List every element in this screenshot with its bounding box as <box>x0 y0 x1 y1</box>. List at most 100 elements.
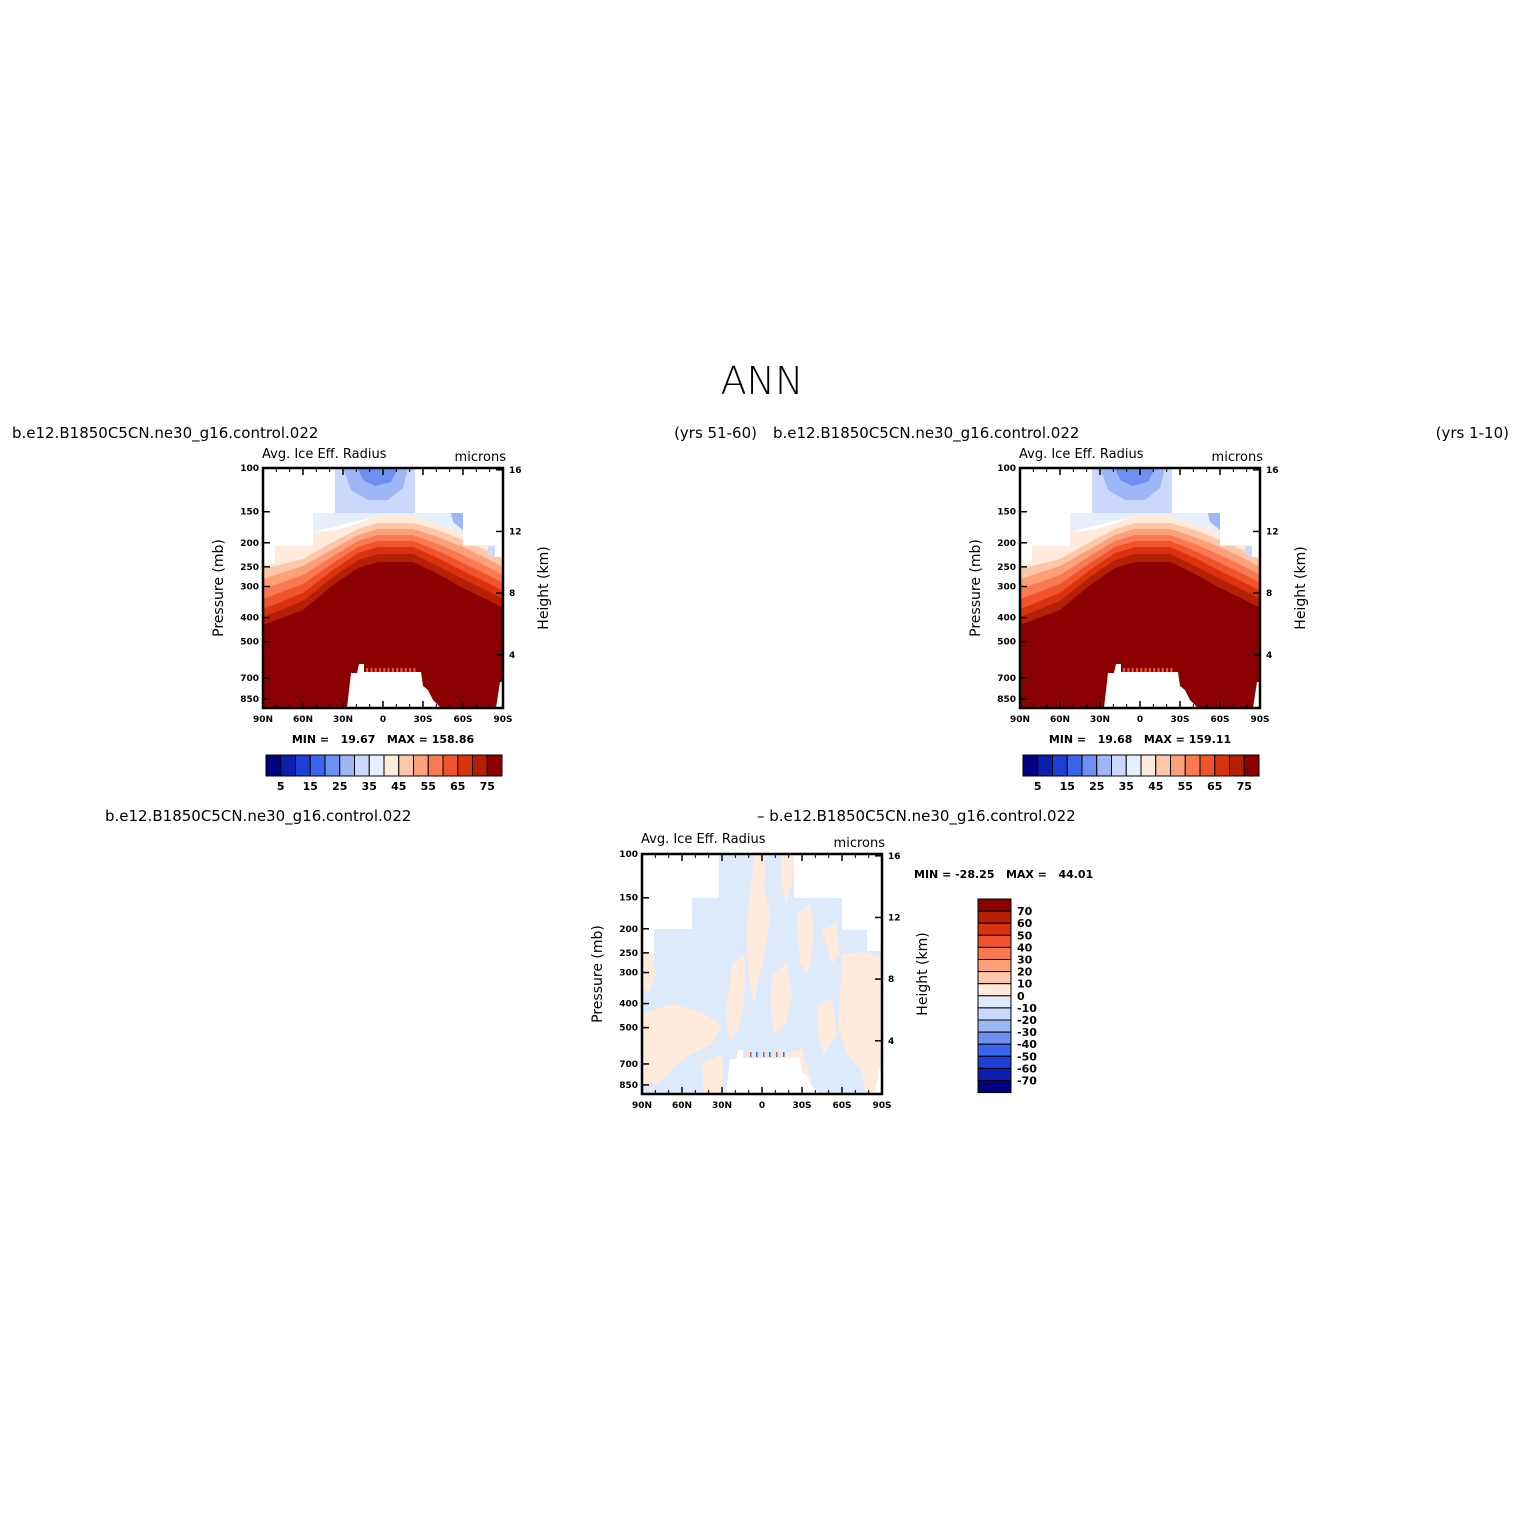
colorbar-cell <box>1170 754 1186 777</box>
colorbar-label: 75 <box>1237 780 1252 793</box>
y-right-tick-label: 8 <box>509 589 515 599</box>
colorbar-label: 20 <box>1017 966 1033 979</box>
colorbar-label: 25 <box>1089 780 1104 793</box>
contour-speck <box>378 668 382 672</box>
x-tick-label: 90N <box>253 715 273 725</box>
contour-speck <box>1123 668 1126 672</box>
colorbar-cell <box>977 1019 1012 1033</box>
contour-band <box>642 1004 722 1086</box>
x-tick-label: 90N <box>1010 715 1030 725</box>
y-right-axis-label: Height (km) <box>915 932 931 1015</box>
contour-band <box>1020 560 1260 708</box>
y-right-axis-label: Height (km) <box>536 546 552 629</box>
y-tick-label: 150 <box>240 508 259 518</box>
y-tick-label: 400 <box>997 614 1016 624</box>
contour-band <box>1115 468 1155 486</box>
units-label: microns <box>455 450 507 465</box>
contour-speck <box>1153 668 1156 672</box>
contour-band <box>782 854 794 904</box>
min-max-label: MIN = 19.68 MAX = 159.11 <box>1049 733 1231 746</box>
colorbar-cell <box>977 910 1012 924</box>
units-label: microns <box>1212 450 1264 465</box>
contour-band <box>1020 553 1260 625</box>
y-tick-label: 700 <box>240 674 259 684</box>
colorbar-cell <box>383 754 400 777</box>
x-tick-label: 60N <box>293 715 313 725</box>
topography-mask <box>726 1050 820 1094</box>
y-right-tick-label: 16 <box>509 466 522 476</box>
colorbar-label: 10 <box>1017 978 1033 991</box>
colorbar-cell <box>1214 754 1230 777</box>
missing-data <box>1020 468 1092 513</box>
panel-difference: b.e12.B1850C5CN.ne30_g16.control.022 – b… <box>105 807 1093 1111</box>
missing-data <box>463 513 503 545</box>
min-max-label: MIN = -28.25 MAX = 44.01 <box>914 868 1093 881</box>
contour-speck <box>413 668 416 672</box>
case-name: b.e12.B1850C5CN.ne30_g16.control.022 <box>12 424 318 443</box>
y-right-tick-label: 8 <box>1266 589 1272 599</box>
colorbar-label: 15 <box>1060 780 1075 793</box>
case-name-right: – b.e12.B1850C5CN.ne30_g16.control.022 <box>757 807 1076 826</box>
missing-data <box>1220 513 1260 545</box>
colorbar-cell <box>265 754 282 777</box>
missing-data <box>1172 468 1260 513</box>
colorbar-cell <box>1140 754 1157 777</box>
contour-speck <box>1161 668 1164 672</box>
x-tick-label: 60S <box>453 715 472 725</box>
missing-data <box>263 513 275 564</box>
contour-speck <box>383 668 386 672</box>
min-max-label: MIN = 19.67 MAX = 158.86 <box>292 733 475 746</box>
contour-band <box>797 904 814 974</box>
colorbar-cell <box>427 754 444 777</box>
contour-band <box>1245 546 1252 558</box>
x-tick-label: 30N <box>333 715 353 725</box>
y-tick-label: 850 <box>997 695 1016 705</box>
y-right-tick-label: 4 <box>888 1037 894 1047</box>
x-tick-label: 30S <box>1170 715 1189 725</box>
colorbar-cell <box>1184 754 1201 777</box>
y-tick-label: 500 <box>619 1024 638 1034</box>
y-tick-label: 100 <box>240 464 259 474</box>
contour-speck <box>1157 668 1160 672</box>
contour-speck <box>391 668 394 672</box>
colorbar-cell <box>977 1043 1012 1057</box>
colorbar-label: 25 <box>332 780 347 793</box>
colorbar-cell <box>1155 754 1171 777</box>
colorbar-cell <box>977 959 1012 973</box>
colorbar-cell <box>339 754 355 777</box>
y-right-tick-label: 4 <box>509 651 515 661</box>
contour-band <box>263 534 503 599</box>
colorbar-cell <box>977 971 1012 985</box>
field-shading <box>642 854 882 1094</box>
contour-speck <box>396 668 399 672</box>
colorbar-cell <box>1066 754 1083 777</box>
colorbar-cell <box>977 922 1012 936</box>
contour-band <box>488 546 495 558</box>
colorbar-cell <box>1125 754 1142 777</box>
colorbar-cell <box>398 754 414 777</box>
colorbar-cell <box>295 754 311 777</box>
colorbar-cell <box>472 754 488 777</box>
contour-speck <box>1170 668 1173 672</box>
colorbar-cell <box>1037 754 1053 777</box>
missing-data <box>415 468 503 513</box>
y-right-tick-label: 16 <box>1266 466 1279 476</box>
colorbar-cell <box>977 1007 1012 1021</box>
contour-band <box>358 468 398 486</box>
contour-band <box>1020 516 1260 569</box>
contour-band <box>1020 534 1260 599</box>
colorbar-label: -30 <box>1017 1026 1037 1039</box>
colorbar-label: 40 <box>1017 941 1033 954</box>
contour-band <box>263 540 503 609</box>
colorbar-label: 45 <box>391 780 406 793</box>
topography-mask <box>347 664 441 708</box>
y-axis-label: Pressure (mb) <box>590 925 606 1023</box>
plot-area: 90N 60N 30N 0 30S 60S 90S 100 150 200 250 300 400 500… <box>619 850 900 1111</box>
contour-band <box>451 513 463 530</box>
topography-mask <box>496 682 503 708</box>
y-tick-label: 300 <box>240 583 259 593</box>
contour-speck <box>750 1052 752 1057</box>
contour-speck <box>783 1052 785 1057</box>
missing-data <box>1252 545 1260 557</box>
x-tick-label: 90S <box>493 715 512 725</box>
